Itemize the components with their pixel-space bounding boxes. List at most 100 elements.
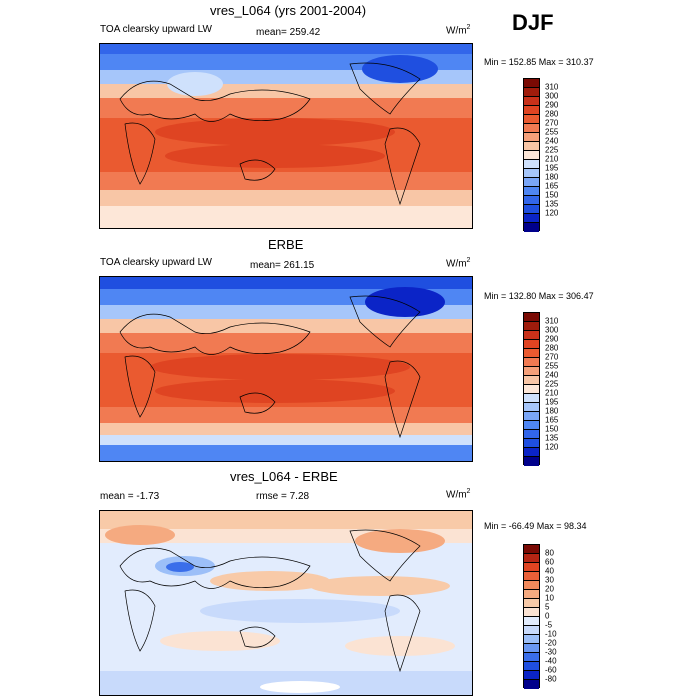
- colorbar-cell: [524, 448, 539, 457]
- colorbar-tick-label: 255: [545, 127, 559, 137]
- colorbar-cell: [524, 680, 539, 689]
- panel-3-mean-label: mean = -1.73: [100, 491, 160, 502]
- colorbar-tick-label: 300: [545, 325, 559, 335]
- colorbar-cell: [524, 554, 539, 563]
- colorbar-cell: [524, 563, 539, 572]
- colorbar-cell: [524, 626, 539, 635]
- colorbar-tick-label: 180: [545, 406, 559, 416]
- panel-3-minmax: Min = -66.49 Max = 98.34: [484, 521, 587, 531]
- colorbar-cell: [524, 545, 539, 554]
- colorbar-tick-label: 210: [545, 388, 559, 398]
- panel-1-units: W/m2: [446, 24, 471, 37]
- colorbar-tick-label: 5: [545, 602, 550, 612]
- colorbar-cell: [524, 457, 539, 466]
- colorbar-tick-label: 150: [545, 190, 559, 200]
- colorbar-cell: [524, 599, 539, 608]
- colorbar-tick-label: 300: [545, 91, 559, 101]
- colorbar-cell: [524, 671, 539, 680]
- colorbar-tick-label: 225: [545, 145, 559, 155]
- panel-2-mean-label: mean= 261.15: [250, 260, 315, 271]
- colorbar-tick-label: 270: [545, 352, 559, 362]
- colorbar-cell: [524, 88, 539, 97]
- colorbar-cell: [524, 439, 539, 448]
- colorbar-cell: [524, 653, 539, 662]
- colorbar-cell: [524, 79, 539, 88]
- colorbar-tick-label: 310: [545, 316, 559, 326]
- panel-2-minmax: Min = 132.80 Max = 306.47: [484, 291, 594, 301]
- panel-3-field: [100, 511, 472, 695]
- colorbar-cell: [524, 133, 539, 142]
- colorbar-cell: [524, 608, 539, 617]
- colorbar-box: [523, 312, 540, 466]
- colorbar-tick-label: 165: [545, 415, 559, 425]
- season-label: DJF: [512, 10, 554, 35]
- colorbar-tick-label: 120: [545, 442, 559, 452]
- colorbar-cell: [524, 313, 539, 322]
- colorbar-cell: [524, 106, 539, 115]
- colorbar-cell: [524, 214, 539, 223]
- panel-1-mean-label: mean= 259.42: [256, 27, 321, 38]
- colorbar-cell: [524, 590, 539, 599]
- colorbar-tick-label: -20: [545, 638, 557, 648]
- colorbar-tick-label: 280: [545, 343, 559, 353]
- colorbar-cell: [524, 196, 539, 205]
- colorbar-cell: [524, 572, 539, 581]
- colorbar-tick-label: 280: [545, 109, 559, 119]
- colorbar-tick-label: 20: [545, 584, 554, 594]
- colorbar-cell: [524, 349, 539, 358]
- colorbar-cell: [524, 340, 539, 349]
- panel-1-title: vres_L064 (yrs 2001-2004): [210, 3, 367, 18]
- panel-2-variable-label: TOA clearsky upward LW: [100, 257, 212, 268]
- colorbar-cell: [524, 223, 539, 232]
- panel-2-map: [99, 276, 473, 462]
- colorbar-tick-label: 80: [545, 548, 554, 558]
- colorbar-tick-label: 30: [545, 575, 554, 585]
- colorbar-cell: [524, 142, 539, 151]
- panel-1-map: [99, 43, 473, 229]
- colorbar-tick-label: 210: [545, 154, 559, 164]
- colorbar-tick-label: -5: [545, 620, 553, 630]
- panel-3-title: vres_L064 - ERBE: [230, 469, 338, 484]
- colorbar-cell: [524, 367, 539, 376]
- colorbar-tick-label: 150: [545, 424, 559, 434]
- colorbar-tick-label: 290: [545, 100, 559, 110]
- colorbar-cell: [524, 662, 539, 671]
- panel-1-minmax: Min = 152.85 Max = 310.37: [484, 57, 594, 67]
- panel-1-variable-label: TOA clearsky upward LW: [100, 24, 212, 35]
- panel-2-title: ERBE: [268, 237, 304, 252]
- colorbar-cell: [524, 178, 539, 187]
- colorbar-tick-label: -60: [545, 665, 557, 675]
- colorbar-tick-label: 60: [545, 557, 554, 567]
- colorbar-cell: [524, 358, 539, 367]
- colorbar-tick-label: 120: [545, 208, 559, 218]
- panel-2-field: [100, 277, 472, 461]
- colorbar-tick-label: 40: [545, 566, 554, 576]
- colorbar-cell: [524, 581, 539, 590]
- colorbar-cell: [524, 430, 539, 439]
- colorbar-cell: [524, 169, 539, 178]
- colorbar-cell: [524, 376, 539, 385]
- colorbar-cell: [524, 97, 539, 106]
- colorbar-tick-label: -10: [545, 629, 557, 639]
- panel-1-field: [100, 44, 472, 228]
- colorbar-cell: [524, 322, 539, 331]
- colorbar-cell: [524, 385, 539, 394]
- colorbar-box: [523, 544, 540, 689]
- colorbar-tick-label: 240: [545, 136, 559, 146]
- colorbar-tick-label: 180: [545, 172, 559, 182]
- panel-2-units: W/m2: [446, 257, 471, 270]
- colorbar-tick-label: 195: [545, 397, 559, 407]
- colorbar-cell: [524, 644, 539, 653]
- colorbar-tick-label: -80: [545, 674, 557, 684]
- colorbar-tick-label: 165: [545, 181, 559, 191]
- colorbar-cell: [524, 151, 539, 160]
- colorbar-cell: [524, 394, 539, 403]
- colorbar-box: [523, 78, 540, 232]
- colorbar-cell: [524, 412, 539, 421]
- colorbar-tick-label: 135: [545, 433, 559, 443]
- colorbar-cell: [524, 421, 539, 430]
- panel-3-units: W/m2: [446, 488, 471, 501]
- colorbar-tick-label: -40: [545, 656, 557, 666]
- colorbar-tick-label: 135: [545, 199, 559, 209]
- colorbar-tick-label: 0: [545, 611, 550, 621]
